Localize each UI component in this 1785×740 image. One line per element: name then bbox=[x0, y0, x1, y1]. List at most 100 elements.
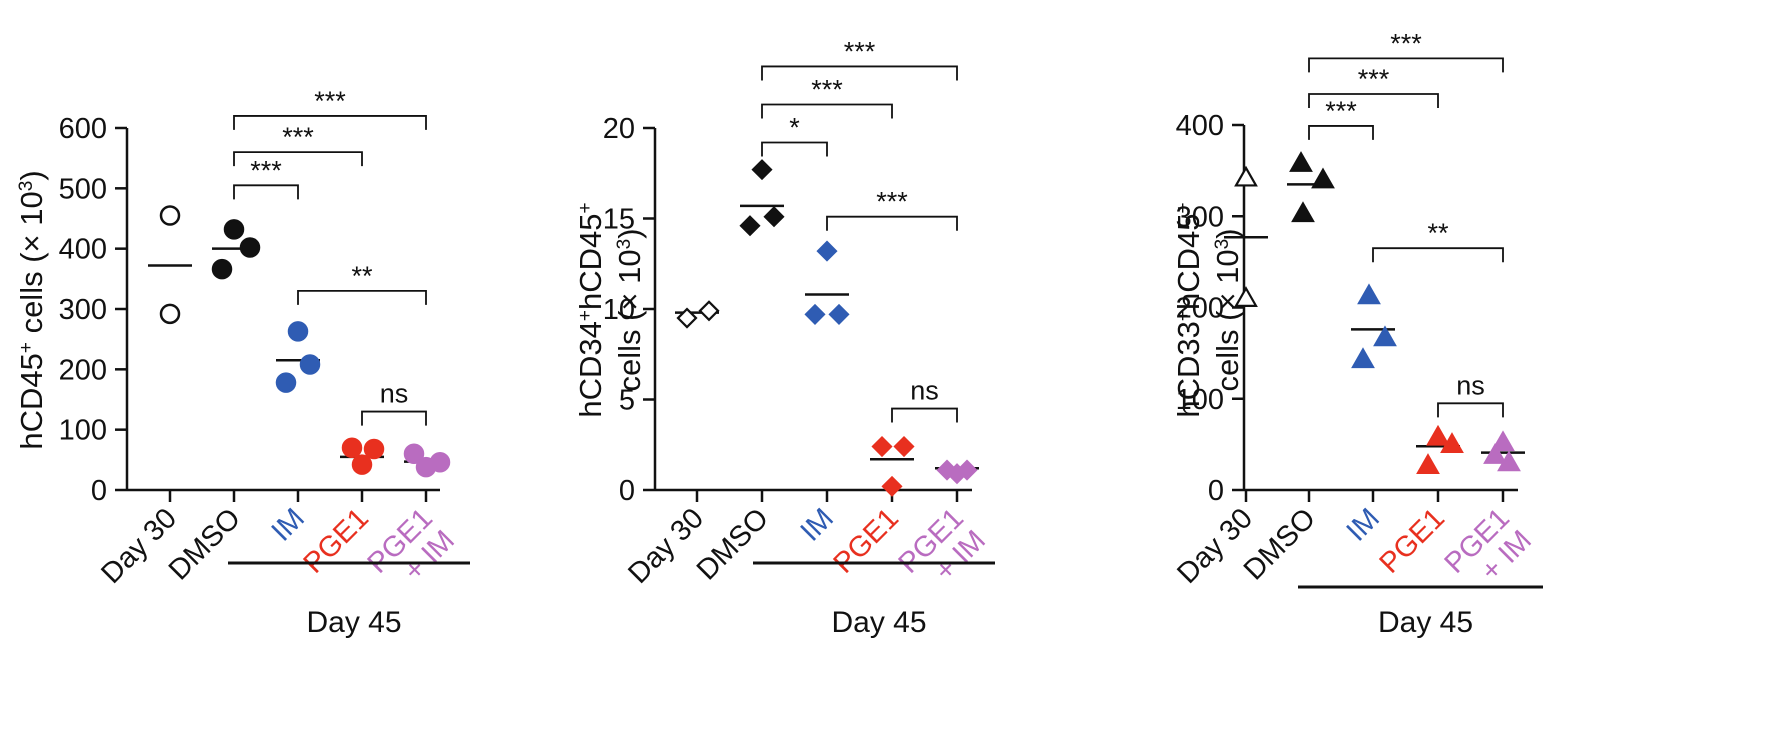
data-point bbox=[159, 303, 181, 325]
y-tick-label: 100 bbox=[59, 415, 107, 447]
y-tick-label: 0 bbox=[619, 475, 635, 507]
significance-label: *** bbox=[1390, 28, 1422, 58]
category-label: IM bbox=[266, 502, 311, 547]
y-tick-label: 300 bbox=[59, 294, 107, 326]
data-point bbox=[698, 300, 720, 322]
significance-label: * bbox=[789, 112, 800, 142]
panel-hcd45: hCD45+ cells (× 103) 0 100 200 300 400 500 600… bbox=[14, 86, 470, 639]
data-point bbox=[351, 454, 373, 475]
data-point bbox=[739, 215, 761, 237]
mean-lines bbox=[1224, 183, 1525, 454]
data-point bbox=[341, 437, 363, 459]
data-point bbox=[751, 159, 773, 181]
category-label: IM bbox=[1341, 502, 1386, 547]
significance-bracket bbox=[233, 151, 363, 167]
significance-bracket bbox=[1437, 402, 1504, 418]
significance-label: *** bbox=[1358, 64, 1390, 94]
data-point bbox=[1291, 201, 1315, 223]
data-point bbox=[1373, 325, 1397, 347]
data-point bbox=[403, 443, 425, 465]
group-label: Day 45 bbox=[306, 606, 401, 639]
significance-label: ns bbox=[1456, 370, 1485, 400]
data-point bbox=[763, 206, 785, 228]
y-tick-label: 0 bbox=[1208, 475, 1224, 507]
significance-bracket bbox=[761, 65, 958, 81]
category-label: PGE1 bbox=[1374, 502, 1451, 579]
data-point bbox=[893, 436, 915, 458]
y-ticks: 0 5 10 15 20 bbox=[603, 113, 959, 507]
significance-brackets: ***********ns bbox=[1308, 28, 1504, 418]
data-points bbox=[1234, 151, 1521, 474]
mean-lines bbox=[148, 247, 448, 463]
data-point bbox=[1483, 443, 1507, 464]
y-tick-label: 400 bbox=[59, 234, 107, 266]
data-point bbox=[363, 438, 385, 460]
category-label: Day 30 bbox=[622, 502, 710, 590]
y-tick-label: 500 bbox=[59, 173, 107, 205]
data-point bbox=[275, 372, 297, 393]
significance-bracket bbox=[1308, 93, 1439, 108]
y-axis-label: hCD45+ cells (× 103) bbox=[14, 170, 49, 449]
category-label: Day 30 bbox=[1171, 502, 1259, 590]
significance-label: ** bbox=[351, 261, 373, 291]
data-point bbox=[1440, 432, 1464, 453]
panel-hcd33-hcd45: hCD33+hCD45+ cells (× 103) 0 100 200 300 400… bbox=[1171, 28, 1543, 639]
y-ticks: 0 100 200 300 400 500 600 bbox=[59, 113, 428, 507]
data-point bbox=[871, 436, 893, 458]
data-point bbox=[1234, 165, 1258, 187]
y-ticks: 0 100 200 300 400 bbox=[1176, 110, 1505, 507]
significance-label: ns bbox=[380, 379, 409, 409]
data-point bbox=[676, 307, 698, 329]
data-point bbox=[1416, 453, 1440, 474]
significance-label: *** bbox=[811, 74, 843, 104]
significance-bracket bbox=[761, 103, 893, 119]
data-point bbox=[946, 463, 968, 485]
y-tick-label: 400 bbox=[1176, 110, 1224, 142]
significance-bracket bbox=[361, 410, 427, 426]
y-axis-label-line-2: cells (× 103) bbox=[612, 228, 647, 391]
data-point bbox=[1289, 151, 1313, 172]
y-tick-label: 15 bbox=[603, 204, 635, 236]
data-point bbox=[1426, 424, 1450, 446]
significance-brackets: **********ns bbox=[761, 36, 958, 423]
data-point bbox=[415, 456, 437, 478]
significance-bracket bbox=[1308, 57, 1504, 73]
significance-bracket bbox=[891, 407, 958, 423]
category-label: DMSO bbox=[163, 502, 247, 586]
significance-label: *** bbox=[876, 187, 908, 217]
significance-label: *** bbox=[282, 122, 314, 152]
significance-bracket bbox=[1372, 247, 1504, 263]
category-label: PGE1 bbox=[298, 502, 375, 579]
y-tick-label: 0 bbox=[91, 475, 107, 507]
y-axis-label-line-1: hCD34+hCD45+ bbox=[573, 202, 608, 417]
y-tick-label: 5 bbox=[619, 385, 635, 417]
data-point bbox=[1351, 347, 1375, 369]
data-point bbox=[816, 240, 838, 262]
data-point bbox=[881, 475, 903, 497]
data-points bbox=[676, 159, 978, 497]
significance-bracket bbox=[297, 290, 427, 305]
data-point bbox=[1491, 430, 1515, 452]
category-label: DMSO bbox=[1238, 502, 1322, 586]
category-label: IM bbox=[795, 502, 840, 547]
data-point bbox=[159, 205, 181, 226]
y-tick-label: 200 bbox=[59, 354, 107, 386]
y-tick-label: 10 bbox=[603, 294, 635, 326]
significance-label: *** bbox=[314, 86, 346, 116]
significance-bracket bbox=[1308, 125, 1374, 140]
significance-label: ** bbox=[1427, 218, 1449, 248]
group-label: Day 45 bbox=[1378, 606, 1473, 639]
y-tick-label: 600 bbox=[59, 113, 107, 145]
significance-bracket bbox=[761, 141, 828, 157]
data-point bbox=[1357, 283, 1381, 305]
significance-brackets: ***********ns bbox=[233, 86, 427, 426]
significance-bracket bbox=[233, 184, 299, 200]
significance-label: *** bbox=[1325, 96, 1357, 126]
data-point bbox=[828, 303, 850, 325]
data-point bbox=[299, 354, 321, 375]
significance-bracket bbox=[233, 115, 427, 130]
significance-label: *** bbox=[250, 155, 282, 185]
